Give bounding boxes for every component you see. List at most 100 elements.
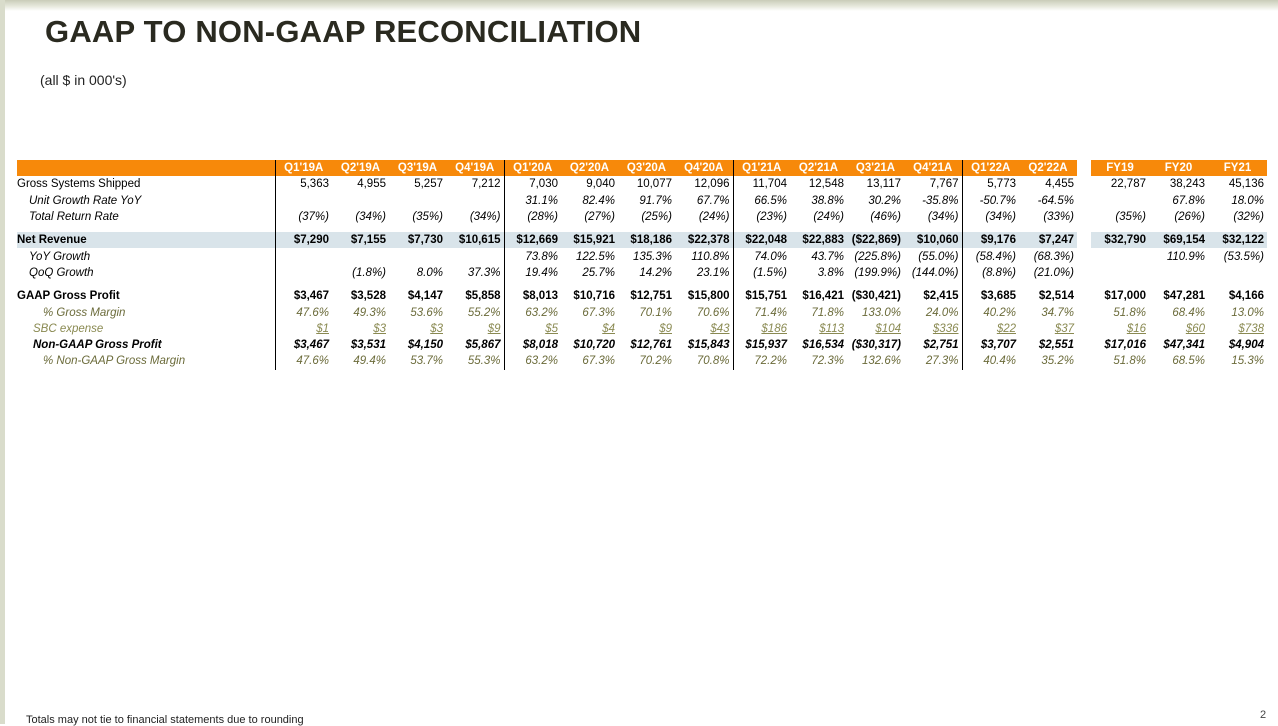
cell: $104: [847, 321, 904, 337]
column-gap: [1077, 232, 1091, 249]
cell: $12,761: [630, 339, 672, 352]
reconciliation-table: Q1'19A Q2'19A Q3'19A Q4'19A Q1'20A Q2'20…: [17, 160, 1267, 370]
cell: $10,060: [904, 232, 962, 249]
col-header: Q3'20A: [618, 160, 675, 177]
cell-value: $4: [602, 322, 615, 335]
cell: (1.8%): [352, 266, 386, 279]
row-yoy-growth: YoY Growth 73.8% 122.5% 135.3% 110.8% 74…: [17, 248, 1267, 265]
spacer-cell: [332, 225, 389, 232]
cell: $3,707: [961, 336, 1019, 354]
cell: 34.7%: [1041, 306, 1074, 319]
cell: $8,013: [503, 288, 561, 305]
col-header: Q2'20A: [561, 160, 618, 177]
cell: (23%): [732, 208, 790, 226]
cell: $22,883: [790, 232, 847, 249]
cell: $15,800: [687, 290, 730, 303]
spacer-cell: [790, 281, 847, 288]
cell: 47.6%: [274, 304, 332, 321]
cell: $15,843: [687, 339, 730, 352]
cell: $16,421: [802, 290, 844, 303]
col-header: Q3'21A: [847, 160, 904, 177]
spacer-cell: [274, 225, 332, 233]
row-label: Non-GAAP Gross Profit: [33, 339, 162, 352]
cell: 35.2%: [1041, 355, 1074, 368]
cell: $4: [561, 321, 618, 337]
cell: $16: [1091, 321, 1149, 337]
cell-value: $1: [316, 322, 329, 335]
cell: $3: [332, 321, 389, 337]
cell: $18,186: [618, 232, 675, 249]
cell: $10,615: [446, 232, 504, 249]
spacer-cell: [847, 225, 904, 232]
cell: $60: [1149, 321, 1208, 337]
spacer-cell: [847, 281, 904, 288]
cell: $69,154: [1149, 232, 1208, 249]
spacer-cell: [1091, 281, 1149, 288]
col-header: Q4'21A: [904, 160, 962, 177]
cell: 72.3%: [811, 355, 844, 368]
cell: 4,955: [357, 178, 386, 191]
cell: [1208, 265, 1267, 281]
cell: (144.0%): [911, 266, 959, 279]
cell: (26%): [1174, 211, 1205, 224]
cell: 73.8%: [503, 248, 561, 265]
row-label: SBC expense: [33, 322, 104, 335]
cell: 13,117: [866, 178, 901, 191]
cell: $15,921: [561, 232, 618, 249]
cell: (58.4%): [961, 248, 1019, 265]
cell: (1.5%): [732, 264, 790, 282]
row-label: Total Return Rate: [29, 211, 119, 224]
cell: (225.8%): [854, 250, 901, 263]
cell: (24%): [813, 211, 844, 224]
col-header: Q1'21A: [732, 160, 790, 177]
spacer-cell: [618, 281, 675, 288]
cell: 74.0%: [732, 248, 790, 265]
cell: 51.8%: [1113, 355, 1146, 368]
cell: 53.6%: [410, 306, 443, 319]
cell-value: $3: [430, 322, 443, 335]
cell: 7,767: [929, 178, 959, 191]
col-header: Q2'21A: [790, 160, 847, 177]
cell: $186: [732, 320, 790, 337]
cell: 47.6%: [274, 353, 332, 370]
row-gaap-gross-profit: GAAP Gross Profit $3,467 $3,528 $4,147 $…: [17, 288, 1267, 305]
spacer-cell: [332, 281, 389, 288]
spacer-cell: [389, 281, 446, 288]
row-label: GAAP Gross Profit: [17, 290, 120, 303]
cell: (34%): [961, 208, 1019, 226]
cell: [332, 248, 389, 264]
spacer-cell: [561, 225, 618, 232]
cell: $5,867: [465, 339, 501, 352]
row-spacer: [17, 281, 1267, 289]
cell: $32,790: [1091, 232, 1149, 249]
cell: 9,040: [586, 178, 615, 191]
cell: $4,147: [407, 290, 443, 303]
cell: $37: [1019, 321, 1077, 337]
cell: 27.3%: [925, 355, 959, 368]
cell: 63.2%: [503, 304, 561, 321]
cell: $10,716: [573, 290, 615, 303]
column-gap: [1077, 192, 1091, 209]
row-qoq-growth: QoQ Growth (1.8%) 8.0% 37.3% 19.4% 25.7%…: [17, 264, 1267, 282]
col-header: Q1'19A: [274, 160, 332, 177]
cell: $32,122: [1208, 232, 1267, 249]
column-gap: [1077, 248, 1091, 265]
cell: 45,136: [1228, 178, 1264, 191]
spacer-cell: [503, 281, 561, 289]
spacer-cell: [1149, 281, 1208, 288]
spacer-cell: [17, 225, 275, 232]
rounding-footnote: Totals may not tie to financial statemen…: [26, 714, 304, 726]
cell: $16,534: [802, 339, 844, 352]
cell: $4,150: [407, 339, 443, 352]
cell: [274, 264, 332, 282]
cell: 7,212: [471, 178, 501, 191]
cell: 67.3%: [582, 355, 615, 368]
cell: 38.8%: [811, 194, 844, 207]
cell-value: $22: [996, 322, 1016, 335]
cell: 68.4%: [1172, 306, 1205, 319]
column-gap: [1077, 281, 1091, 289]
cell: 110.8%: [691, 250, 730, 263]
cell: $12,751: [630, 290, 672, 303]
cell: [1149, 265, 1208, 281]
cell: $7,730: [389, 232, 446, 249]
